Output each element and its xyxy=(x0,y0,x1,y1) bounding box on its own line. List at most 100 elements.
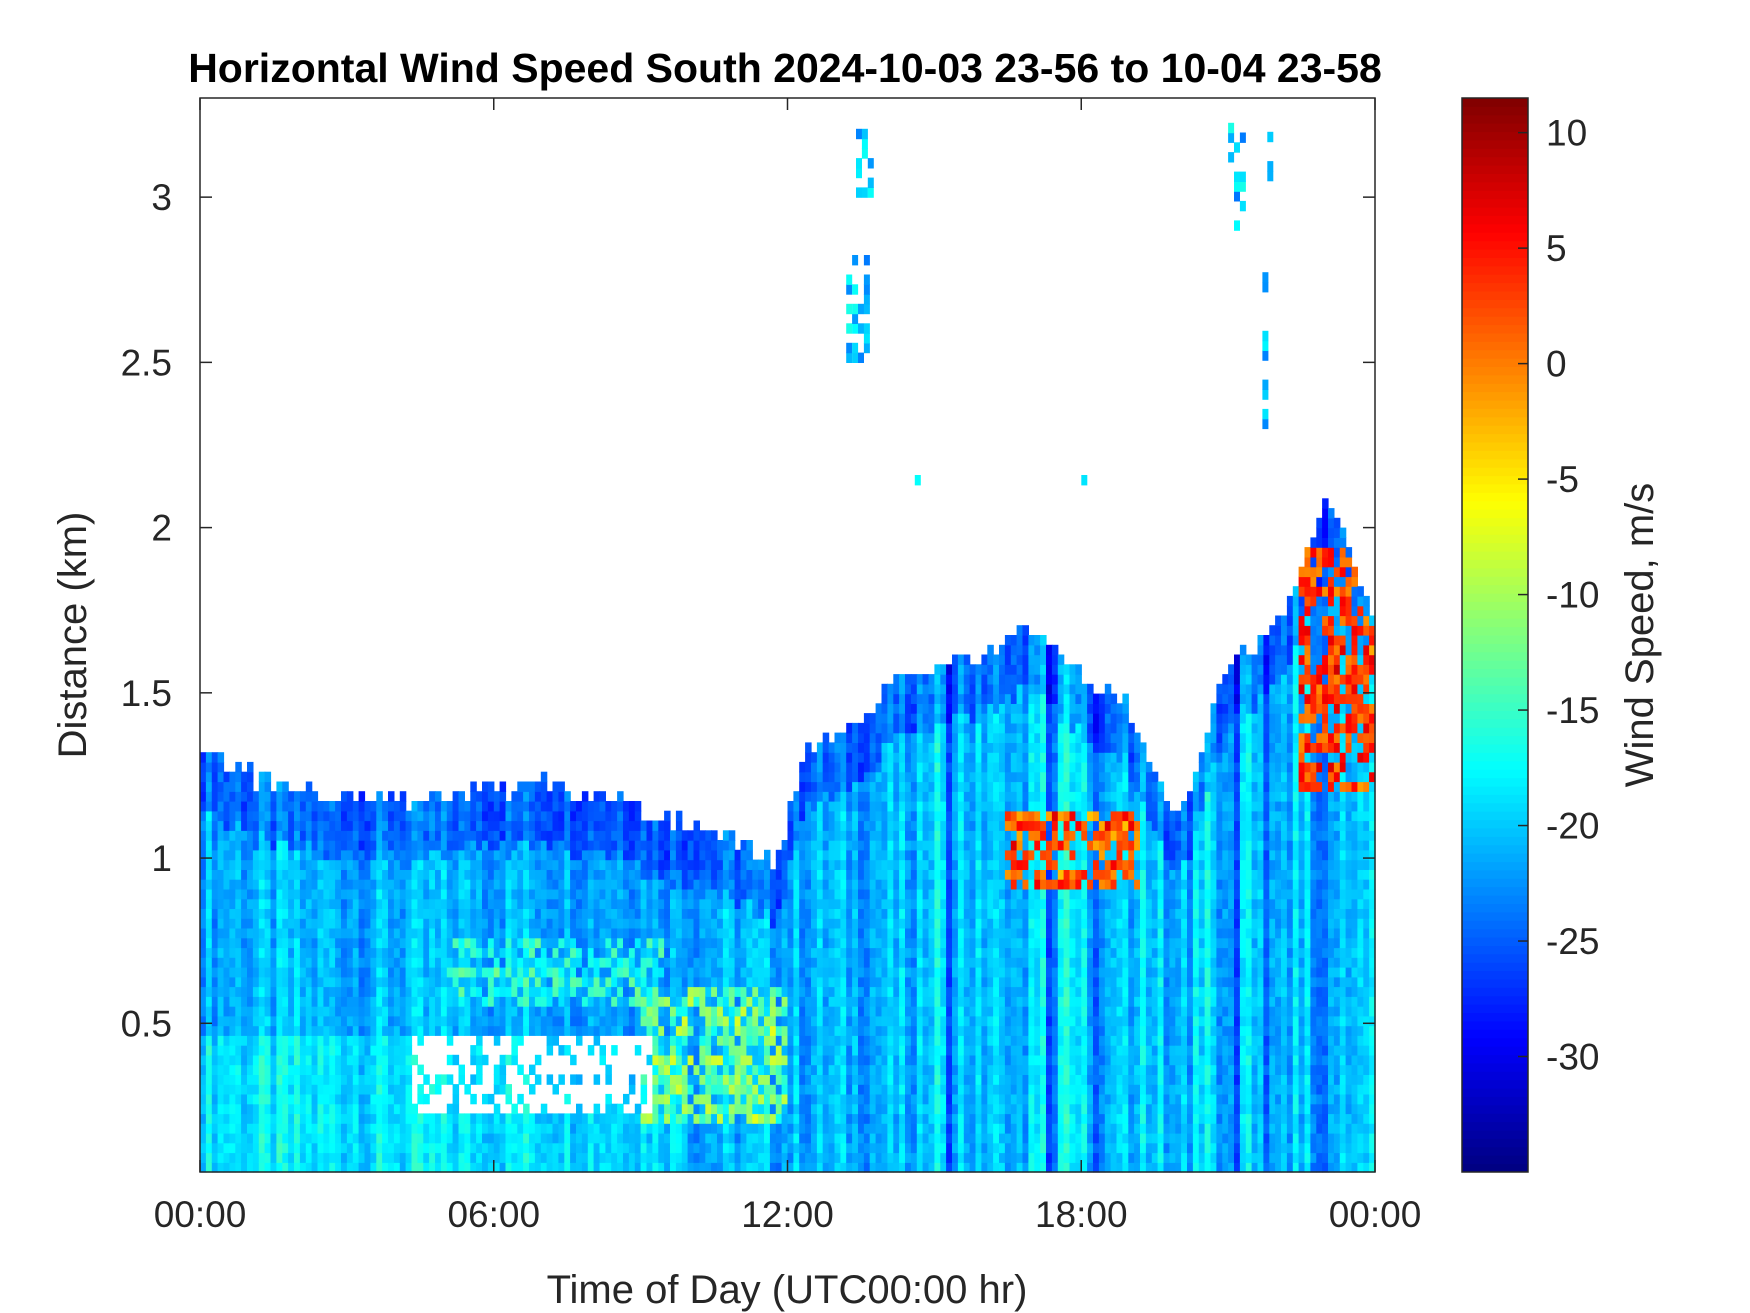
heatmap-cell xyxy=(899,820,906,831)
heatmap-cell xyxy=(675,996,683,1007)
heatmap-cell xyxy=(376,1152,383,1163)
heatmap-cell xyxy=(952,976,959,988)
heatmap-cell xyxy=(440,840,448,851)
heatmap-cell xyxy=(493,927,501,939)
heatmap-cell xyxy=(793,1015,800,1027)
heatmap-cell xyxy=(940,1074,947,1085)
heatmap-cell xyxy=(705,879,712,890)
heatmap-cell xyxy=(893,967,900,978)
heatmap-cell xyxy=(205,1093,213,1105)
heatmap-cell xyxy=(769,918,777,929)
heatmap-cell xyxy=(270,1035,277,1046)
heatmap-cell xyxy=(793,986,800,997)
heatmap-cell xyxy=(746,1093,753,1105)
heatmap-cell xyxy=(934,693,941,704)
heatmap-cell xyxy=(863,898,871,909)
heatmap-cell xyxy=(934,927,941,939)
heatmap-cell xyxy=(905,918,912,929)
heatmap-cell xyxy=(728,1162,736,1173)
heatmap-cell xyxy=(910,742,918,753)
heatmap-cell xyxy=(940,986,947,997)
heatmap-cell xyxy=(440,1123,448,1134)
heatmap-cell xyxy=(470,937,477,949)
heatmap-cell xyxy=(558,820,565,831)
heatmap-cell xyxy=(211,967,219,978)
heatmap-cell xyxy=(922,722,930,734)
heatmap-cell xyxy=(670,1103,677,1115)
heatmap-cell xyxy=(922,1074,930,1085)
heatmap-cell xyxy=(546,996,554,1007)
heatmap-cell xyxy=(311,1142,319,1154)
heatmap-cell xyxy=(476,791,483,802)
heatmap-cell xyxy=(711,957,718,968)
heatmap-cell xyxy=(717,859,724,870)
heatmap-cell xyxy=(317,1074,324,1085)
heatmap-cell xyxy=(787,801,794,812)
heatmap-cell xyxy=(787,879,794,890)
heatmap-cell xyxy=(593,898,601,909)
heatmap-cell xyxy=(811,1162,818,1173)
heatmap-cell xyxy=(875,859,883,870)
heatmap-cell xyxy=(217,957,225,968)
heatmap-cell xyxy=(816,761,824,773)
heatmap-cell xyxy=(916,1015,924,1027)
heatmap-cell xyxy=(957,888,965,900)
heatmap-cell xyxy=(305,888,313,900)
heatmap-cell xyxy=(881,761,888,773)
heatmap-cell xyxy=(834,1123,841,1134)
heatmap-cell xyxy=(664,859,671,870)
heatmap-cell xyxy=(675,888,683,900)
heatmap-cell xyxy=(217,1084,225,1095)
heatmap-cell xyxy=(852,967,859,978)
heatmap-cell xyxy=(952,830,959,841)
heatmap-cell xyxy=(411,840,418,851)
heatmap-cell xyxy=(311,1084,319,1095)
heatmap-cell xyxy=(205,859,213,870)
heatmap-cell xyxy=(764,1132,771,1144)
heatmap-cell xyxy=(317,1162,324,1173)
heatmap-cell xyxy=(200,947,207,958)
heatmap-cell xyxy=(934,918,941,929)
heatmap-cell xyxy=(728,1152,736,1163)
heatmap-cell xyxy=(863,927,871,939)
heatmap-cell xyxy=(382,820,389,831)
heatmap-cell xyxy=(816,801,824,812)
heatmap-cell xyxy=(529,781,536,792)
heatmap-cell xyxy=(270,967,277,978)
heatmap-cell xyxy=(858,820,865,831)
heatmap-cell xyxy=(705,1162,712,1173)
heatmap-cell xyxy=(916,967,924,978)
heatmap-cell xyxy=(846,1025,853,1036)
heatmap-cell xyxy=(523,898,530,909)
heatmap-cell xyxy=(605,957,612,968)
heatmap-cell xyxy=(681,1152,689,1163)
heatmap-cell xyxy=(887,781,894,792)
heatmap-cell xyxy=(905,703,912,714)
heatmap-cell xyxy=(752,996,759,1007)
heatmap-cell xyxy=(205,1035,213,1046)
heatmap-cell xyxy=(558,918,565,929)
heatmap-cell xyxy=(241,859,248,870)
heatmap-cell xyxy=(388,1006,395,1017)
heatmap-cell xyxy=(834,957,841,968)
heatmap-cell xyxy=(728,1045,736,1056)
heatmap-cell xyxy=(335,908,342,919)
heatmap-cell xyxy=(758,1054,765,1066)
heatmap-cell xyxy=(423,888,430,900)
heatmap-cell xyxy=(934,1132,941,1144)
heatmap-cell xyxy=(323,947,330,958)
heatmap-cell xyxy=(382,1035,389,1046)
heatmap-cell xyxy=(252,1123,260,1134)
heatmap-cell xyxy=(940,1054,947,1066)
heatmap-cell xyxy=(223,957,230,968)
heatmap-cell xyxy=(247,1142,254,1154)
heatmap-cell xyxy=(235,1035,242,1046)
heatmap-cell xyxy=(505,957,512,968)
heatmap-cell xyxy=(617,888,624,900)
heatmap-cell xyxy=(722,1113,730,1124)
heatmap-cell xyxy=(828,791,836,802)
heatmap-cell xyxy=(382,1084,389,1095)
heatmap-cell xyxy=(675,898,683,909)
heatmap-cell xyxy=(417,898,424,909)
heatmap-cell xyxy=(382,1123,389,1134)
